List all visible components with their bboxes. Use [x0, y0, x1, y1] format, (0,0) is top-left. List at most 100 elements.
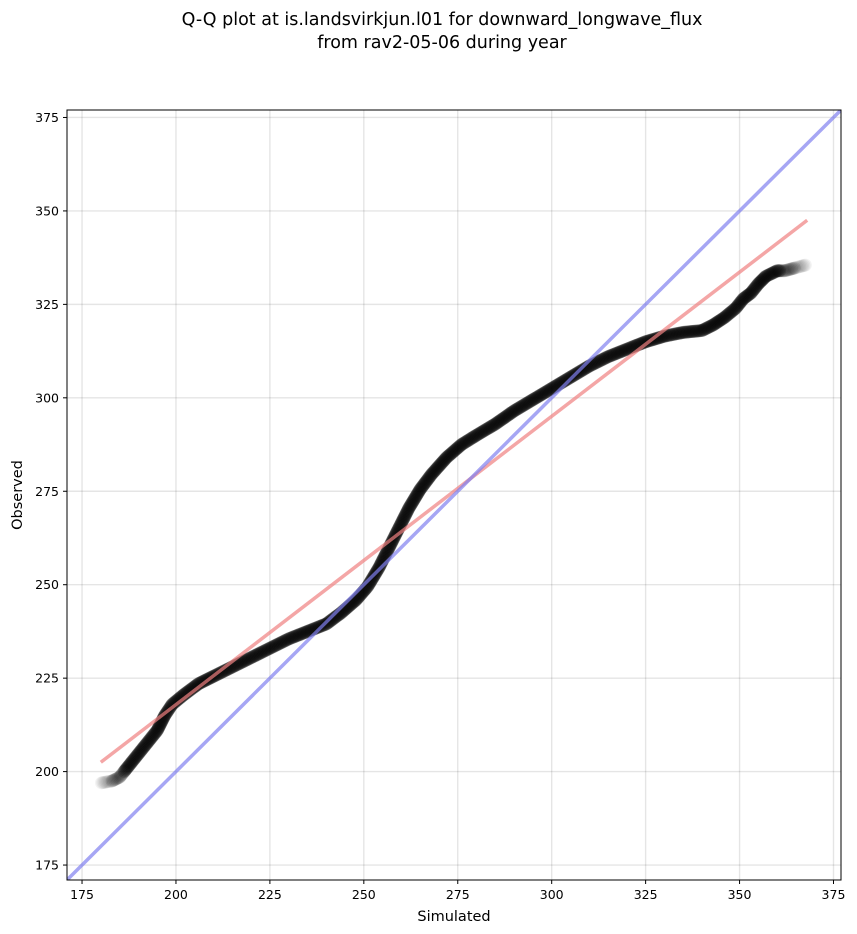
qq-point [617, 343, 631, 357]
qq-point [141, 735, 155, 749]
qq-point [132, 746, 146, 760]
qq-point [507, 404, 521, 418]
qq-point [310, 621, 324, 635]
qq-point [738, 290, 752, 304]
qq-point [732, 298, 746, 312]
qq-point [434, 457, 448, 471]
qq-point [760, 269, 774, 283]
qq-point [538, 385, 552, 399]
qq-point [399, 506, 413, 520]
y-tick-label: 225 [35, 671, 59, 686]
qq-point [151, 722, 165, 736]
qq-point [116, 766, 130, 780]
qq-point [412, 485, 426, 499]
qq-point [560, 373, 574, 386]
qq-point [380, 545, 394, 559]
qq-point [486, 418, 500, 432]
qq-point [126, 754, 140, 768]
qq-point [720, 309, 734, 323]
qq-point [637, 335, 651, 349]
x-tick-label: 325 [634, 887, 658, 902]
qq-point [105, 774, 119, 788]
qq-point [413, 482, 427, 496]
qq-point [596, 352, 610, 366]
qq-point [530, 390, 544, 404]
qq-point [727, 303, 741, 317]
qq-point [439, 451, 453, 465]
qq-point [746, 284, 760, 298]
qq-point [424, 467, 438, 481]
qq-point [373, 558, 387, 572]
qq-point [401, 502, 415, 516]
qq-point [111, 771, 125, 785]
qq-point [541, 384, 555, 398]
qq-point [775, 264, 789, 278]
qq-point [461, 434, 475, 448]
qq-point [157, 710, 171, 724]
qq-point [601, 350, 615, 364]
qq-point [444, 447, 458, 461]
qq-point [296, 626, 310, 640]
qq-point [750, 278, 764, 292]
qq-point [288, 629, 302, 643]
qq-point [405, 496, 419, 510]
qq-point [665, 328, 679, 342]
qq-point [759, 269, 773, 283]
qq-point [782, 263, 796, 277]
qq-point [520, 396, 534, 410]
qq-point [499, 410, 513, 424]
qq-point [402, 501, 416, 515]
qq-point [696, 323, 710, 337]
qq-point [260, 643, 274, 657]
qq-point [610, 346, 624, 360]
qq-point [491, 415, 505, 429]
qq-point [101, 775, 115, 789]
qq-point [770, 264, 784, 278]
qq-point [409, 489, 423, 503]
qq-point [431, 460, 445, 474]
qq-point [787, 261, 801, 275]
qq-point [124, 756, 138, 770]
qq-point [143, 733, 157, 747]
qq-point [748, 281, 762, 295]
fit-line [99, 218, 809, 764]
qq-point [525, 393, 539, 407]
qq-point [455, 438, 469, 452]
qq-point [761, 268, 775, 282]
x-tick-label: 175 [70, 887, 94, 902]
qq-point [754, 274, 768, 288]
qq-point [453, 438, 467, 452]
qq-point [169, 695, 183, 709]
qq-point [374, 557, 388, 571]
qq-point [217, 664, 231, 678]
qq-point [291, 628, 305, 642]
qq-point [689, 324, 703, 338]
qq-point [216, 665, 230, 679]
qq-point [597, 352, 611, 366]
qq-point [776, 264, 790, 278]
qq-point [104, 774, 118, 788]
qq-point [397, 512, 411, 526]
qq-point [561, 372, 575, 386]
qq-point [437, 454, 451, 468]
qq-point [705, 319, 719, 333]
qq-point [235, 655, 249, 669]
qq-point [669, 327, 683, 341]
qq-point [256, 645, 270, 659]
qq-point [662, 328, 676, 342]
qq-point [741, 289, 755, 303]
x-axis-label: Simulated [417, 909, 490, 925]
qq-point [670, 327, 684, 341]
y-tick-label: 275 [35, 484, 59, 499]
qq-point [110, 771, 124, 785]
qq-point [620, 342, 634, 356]
qq-point [613, 345, 627, 359]
qq-point [323, 614, 337, 628]
qq-point [482, 421, 496, 435]
qq-point [97, 775, 111, 789]
qq-point [243, 651, 257, 665]
qq-point [724, 305, 738, 319]
qq-point [796, 259, 810, 273]
qq-point [714, 313, 728, 327]
qq-point [446, 445, 460, 459]
